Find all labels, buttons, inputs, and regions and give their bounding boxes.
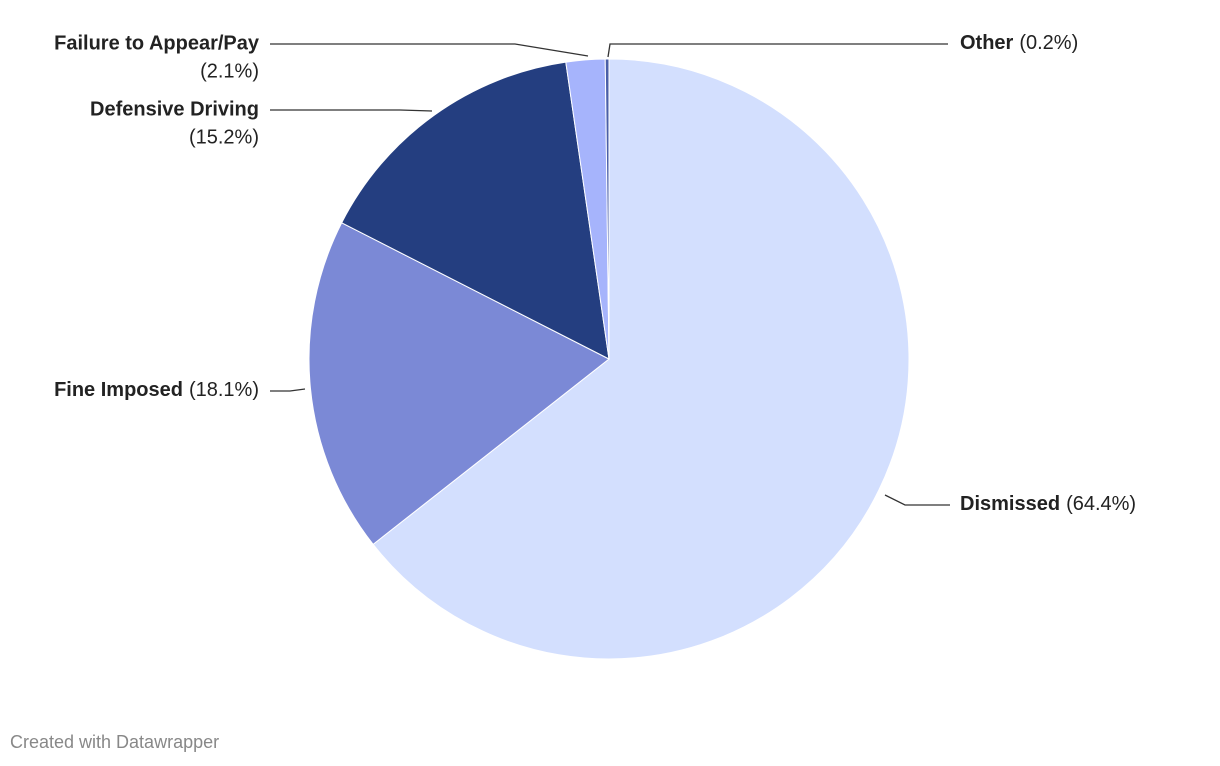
label-name: Defensive Driving — [90, 98, 259, 120]
label-name: Fine Imposed — [54, 379, 183, 401]
label: Fine Imposed (18.1%) — [54, 379, 259, 401]
slice — [341, 61, 610, 360]
leader-line — [270, 109, 433, 112]
label-value: (64.4%) — [1066, 493, 1136, 515]
credit: Created with Datawrapper — [10, 732, 219, 752]
slice — [604, 58, 610, 360]
slice — [372, 58, 910, 660]
label-name: Other — [960, 32, 1014, 54]
leader-line — [607, 43, 948, 58]
label: Dismissed (64.4%) — [960, 493, 1136, 515]
label-value: (0.2%) — [1019, 32, 1078, 54]
slice — [308, 222, 610, 546]
label-value: (2.1%) — [200, 60, 259, 82]
label-value: (18.1%) — [189, 379, 259, 401]
labels: Dismissed (64.4%) Fine Imposed (18.1%) Defen… — [54, 32, 1136, 515]
label-value: (15.2%) — [189, 126, 259, 148]
label: Other (0.2%) — [960, 32, 1078, 54]
leader-line — [270, 388, 306, 392]
leader-line — [270, 43, 589, 57]
leader-line — [884, 494, 950, 506]
label-name: Failure to Appear/Pay — [54, 32, 260, 54]
pie — [308, 58, 910, 660]
label-name: Dismissed — [960, 493, 1060, 515]
